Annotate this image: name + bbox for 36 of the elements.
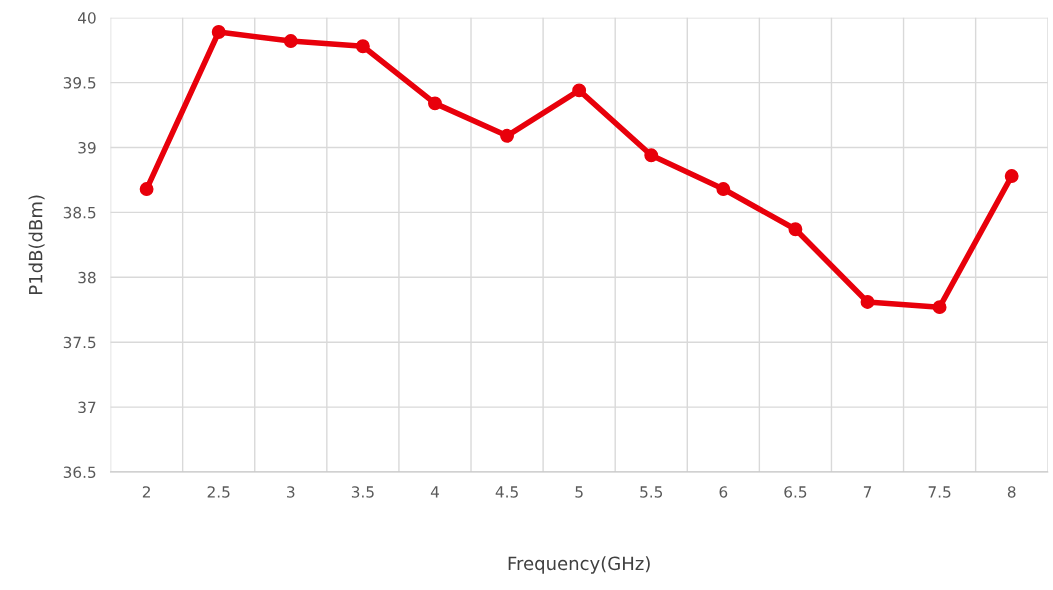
x-tick-label: 7.5	[928, 486, 951, 498]
x-tick-label: 3.5	[351, 486, 374, 498]
y-tick-label: 39	[78, 141, 96, 154]
y-tick-label: 38	[78, 271, 96, 284]
point	[788, 222, 803, 237]
point	[1004, 169, 1019, 184]
y-tick-label: 36.5	[63, 466, 96, 479]
y-tick-label: 40	[77, 12, 96, 24]
point	[716, 182, 731, 196]
point	[932, 300, 947, 315]
y-tick-label: 38.5	[63, 206, 96, 219]
point	[355, 39, 370, 54]
x-axis-title: Frequency(GHz)	[508, 556, 650, 574]
x-tick-label: 3	[287, 486, 295, 498]
point	[644, 148, 659, 163]
x-tick-label: 7	[863, 486, 872, 498]
point	[139, 182, 154, 196]
x-tick-label: 6	[719, 486, 728, 498]
x-tick-label: 6.5	[784, 486, 807, 498]
x-tick-label: 4.5	[495, 486, 518, 498]
y-tick-label: 39.5	[63, 77, 96, 89]
x-tick-label: 5	[575, 486, 583, 498]
x-tick-label: 2.5	[207, 486, 230, 498]
point	[211, 25, 226, 39]
point	[572, 83, 587, 98]
point	[860, 295, 875, 309]
point	[428, 96, 442, 111]
x-tick-label: 8	[1007, 486, 1016, 498]
x-tick-label: 4	[430, 486, 439, 498]
x-tick-label: 2	[142, 486, 150, 498]
y-tick-label: 37.5	[63, 336, 96, 349]
x-tick-label: 5.5	[640, 486, 663, 498]
point	[500, 128, 515, 143]
y-axis-title: P1dB(dBm)	[28, 195, 45, 294]
point	[283, 34, 298, 49]
y-tick-label: 37	[78, 401, 96, 414]
